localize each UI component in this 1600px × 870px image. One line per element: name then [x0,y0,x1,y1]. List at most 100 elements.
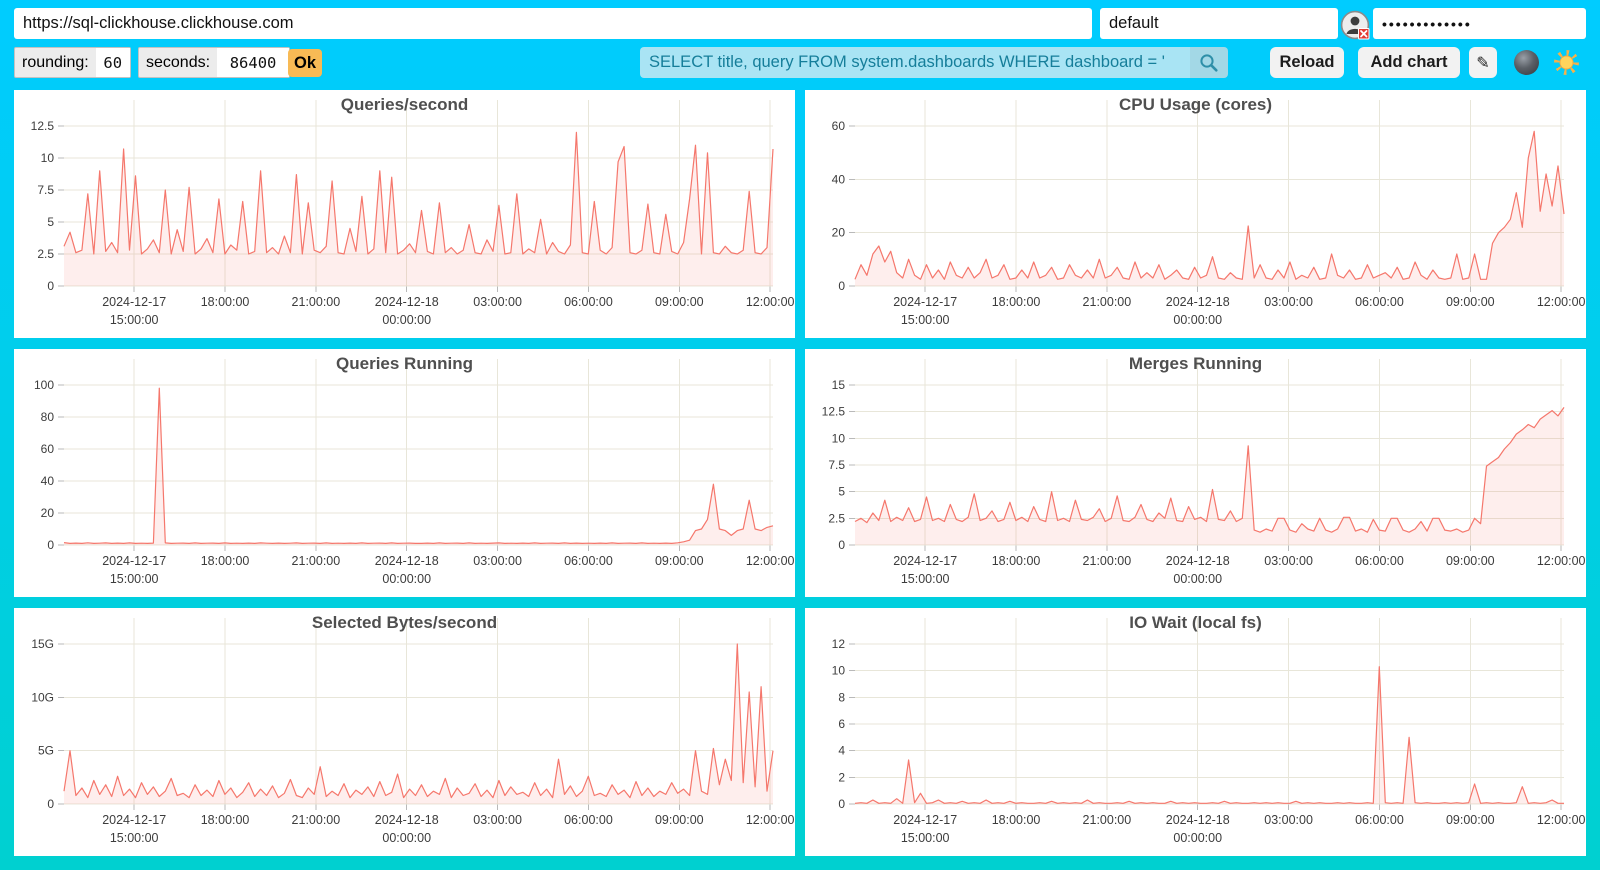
svg-text:40: 40 [41,474,55,488]
chart-card-io-wait: IO Wait (local fs) 2024-12-17 15:00:00 18:… [805,608,1586,856]
svg-text:12:00:00: 12:00:00 [1537,554,1586,568]
svg-text:15:00:00: 15:00:00 [901,831,950,845]
svg-text:2024-12-18: 2024-12-18 [1166,295,1230,309]
svg-text:15:00:00: 15:00:00 [901,313,950,327]
svg-text:21:00:00: 21:00:00 [292,813,341,827]
add-chart-button[interactable]: Add chart [1358,47,1460,78]
seconds-label: seconds: [146,53,211,71]
svg-text:06:00:00: 06:00:00 [1355,554,1404,568]
svg-text:00:00:00: 00:00:00 [1173,572,1222,586]
svg-text:12:00:00: 12:00:00 [746,295,795,309]
svg-text:00:00:00: 00:00:00 [382,572,431,586]
svg-text:09:00:00: 09:00:00 [1446,554,1495,568]
svg-text:2024-12-18: 2024-12-18 [375,813,439,827]
chart-card-selected-bytes: Selected Bytes/second 2024-12-17 15:00:00… [14,608,795,856]
svg-text:10: 10 [832,664,846,678]
svg-text:18:00:00: 18:00:00 [992,295,1041,309]
url-input[interactable] [14,8,1092,39]
chart-card-queries-running: Queries Running 2024-12-17 15:00:00 18:00:… [14,349,795,597]
svg-text:2024-12-17: 2024-12-17 [893,295,957,309]
svg-text:15:00:00: 15:00:00 [901,572,950,586]
svg-text:15:00:00: 15:00:00 [110,313,159,327]
rounding-control: rounding: [14,47,131,78]
svg-text:18:00:00: 18:00:00 [201,813,250,827]
chart-plot-queries-per-second[interactable]: 2024-12-17 15:00:00 18:00:00 21:00:00 2024-1… [14,90,795,338]
svg-text:03:00:00: 03:00:00 [1264,295,1313,309]
svg-text:0: 0 [838,538,845,552]
svg-text:60: 60 [41,442,55,456]
svg-text:2024-12-17: 2024-12-17 [893,813,957,827]
chart-plot-cpu-usage[interactable]: 2024-12-17 15:00:00 18:00:00 21:00:00 2024-1… [805,90,1586,338]
svg-text:5: 5 [47,215,54,229]
search-button[interactable] [1190,47,1228,78]
svg-text:03:00:00: 03:00:00 [1264,554,1313,568]
svg-text:12:00:00: 12:00:00 [746,813,795,827]
ok-button[interactable]: Ok [288,49,323,77]
svg-text:06:00:00: 06:00:00 [564,295,613,309]
user-input[interactable] [1100,8,1338,39]
svg-text:2024-12-18: 2024-12-18 [375,554,439,568]
chart-card-cpu-usage: CPU Usage (cores) 2024-12-17 15:00:00 18:0… [805,90,1586,338]
chart-plot-io-wait[interactable]: 2024-12-17 15:00:00 18:00:00 21:00:00 2024-1… [805,608,1586,856]
svg-text:0: 0 [47,797,54,811]
svg-text:12:00:00: 12:00:00 [746,554,795,568]
charts-grid: Queries/second 2024-12-17 15:00:00 18:00:0… [14,90,1586,856]
dark-theme-moon-icon[interactable] [1514,50,1539,75]
password-input[interactable] [1373,8,1586,39]
svg-text:00:00:00: 00:00:00 [382,313,431,327]
chart-card-merges-running: Merges Running 2024-12-17 15:00:00 18:00:0… [805,349,1586,597]
seconds-input[interactable] [217,48,290,77]
svg-text:10: 10 [41,151,55,165]
svg-text:03:00:00: 03:00:00 [473,295,522,309]
svg-text:12.5: 12.5 [822,405,846,419]
svg-text:4: 4 [838,744,845,758]
edit-mode-button[interactable]: ✎ [1469,47,1497,78]
svg-text:2024-12-18: 2024-12-18 [375,295,439,309]
svg-text:03:00:00: 03:00:00 [1264,813,1313,827]
svg-text:15:00:00: 15:00:00 [110,831,159,845]
svg-text:5: 5 [838,485,845,499]
svg-text:0: 0 [838,279,845,293]
light-theme-sun-icon[interactable] [1554,50,1579,75]
svg-text:2.5: 2.5 [37,247,54,261]
svg-text:15:00:00: 15:00:00 [110,572,159,586]
svg-text:06:00:00: 06:00:00 [564,554,613,568]
svg-text:06:00:00: 06:00:00 [1355,295,1404,309]
chart-plot-selected-bytes[interactable]: 2024-12-17 15:00:00 18:00:00 21:00:00 2024-1… [14,608,795,856]
svg-text:12:00:00: 12:00:00 [1537,295,1586,309]
svg-text:21:00:00: 21:00:00 [1083,813,1132,827]
svg-text:7.5: 7.5 [828,458,845,472]
svg-text:06:00:00: 06:00:00 [1355,813,1404,827]
svg-text:2024-12-18: 2024-12-18 [1166,813,1230,827]
svg-text:06:00:00: 06:00:00 [564,813,613,827]
svg-text:09:00:00: 09:00:00 [1446,295,1495,309]
magnifier-icon [1198,52,1220,74]
dashboard-query-input[interactable] [640,47,1190,78]
svg-text:20: 20 [832,226,846,240]
svg-text:60: 60 [832,119,846,133]
svg-text:21:00:00: 21:00:00 [292,554,341,568]
svg-text:2024-12-17: 2024-12-17 [893,554,957,568]
svg-text:15G: 15G [31,637,54,651]
svg-text:0: 0 [47,538,54,552]
svg-text:18:00:00: 18:00:00 [201,295,250,309]
chart-plot-queries-running[interactable]: 2024-12-17 15:00:00 18:00:00 21:00:00 2024-1… [14,349,795,597]
svg-text:12.5: 12.5 [31,119,55,133]
svg-text:09:00:00: 09:00:00 [655,295,704,309]
svg-text:18:00:00: 18:00:00 [992,554,1041,568]
svg-text:10: 10 [832,431,846,445]
pencil-icon: ✎ [1476,54,1490,72]
rounding-input[interactable] [95,48,130,77]
reload-button[interactable]: Reload [1270,47,1344,78]
svg-text:12:00:00: 12:00:00 [1537,813,1586,827]
svg-text:2024-12-17: 2024-12-17 [102,813,166,827]
chart-plot-merges-running[interactable]: 2024-12-17 15:00:00 18:00:00 21:00:00 2024-1… [805,349,1586,597]
svg-text:10G: 10G [31,690,54,704]
svg-text:2024-12-17: 2024-12-17 [102,295,166,309]
svg-text:2024-12-18: 2024-12-18 [1166,554,1230,568]
svg-text:21:00:00: 21:00:00 [1083,554,1132,568]
svg-text:00:00:00: 00:00:00 [1173,313,1222,327]
svg-text:00:00:00: 00:00:00 [382,831,431,845]
dashboard-query-bar [640,47,1228,78]
